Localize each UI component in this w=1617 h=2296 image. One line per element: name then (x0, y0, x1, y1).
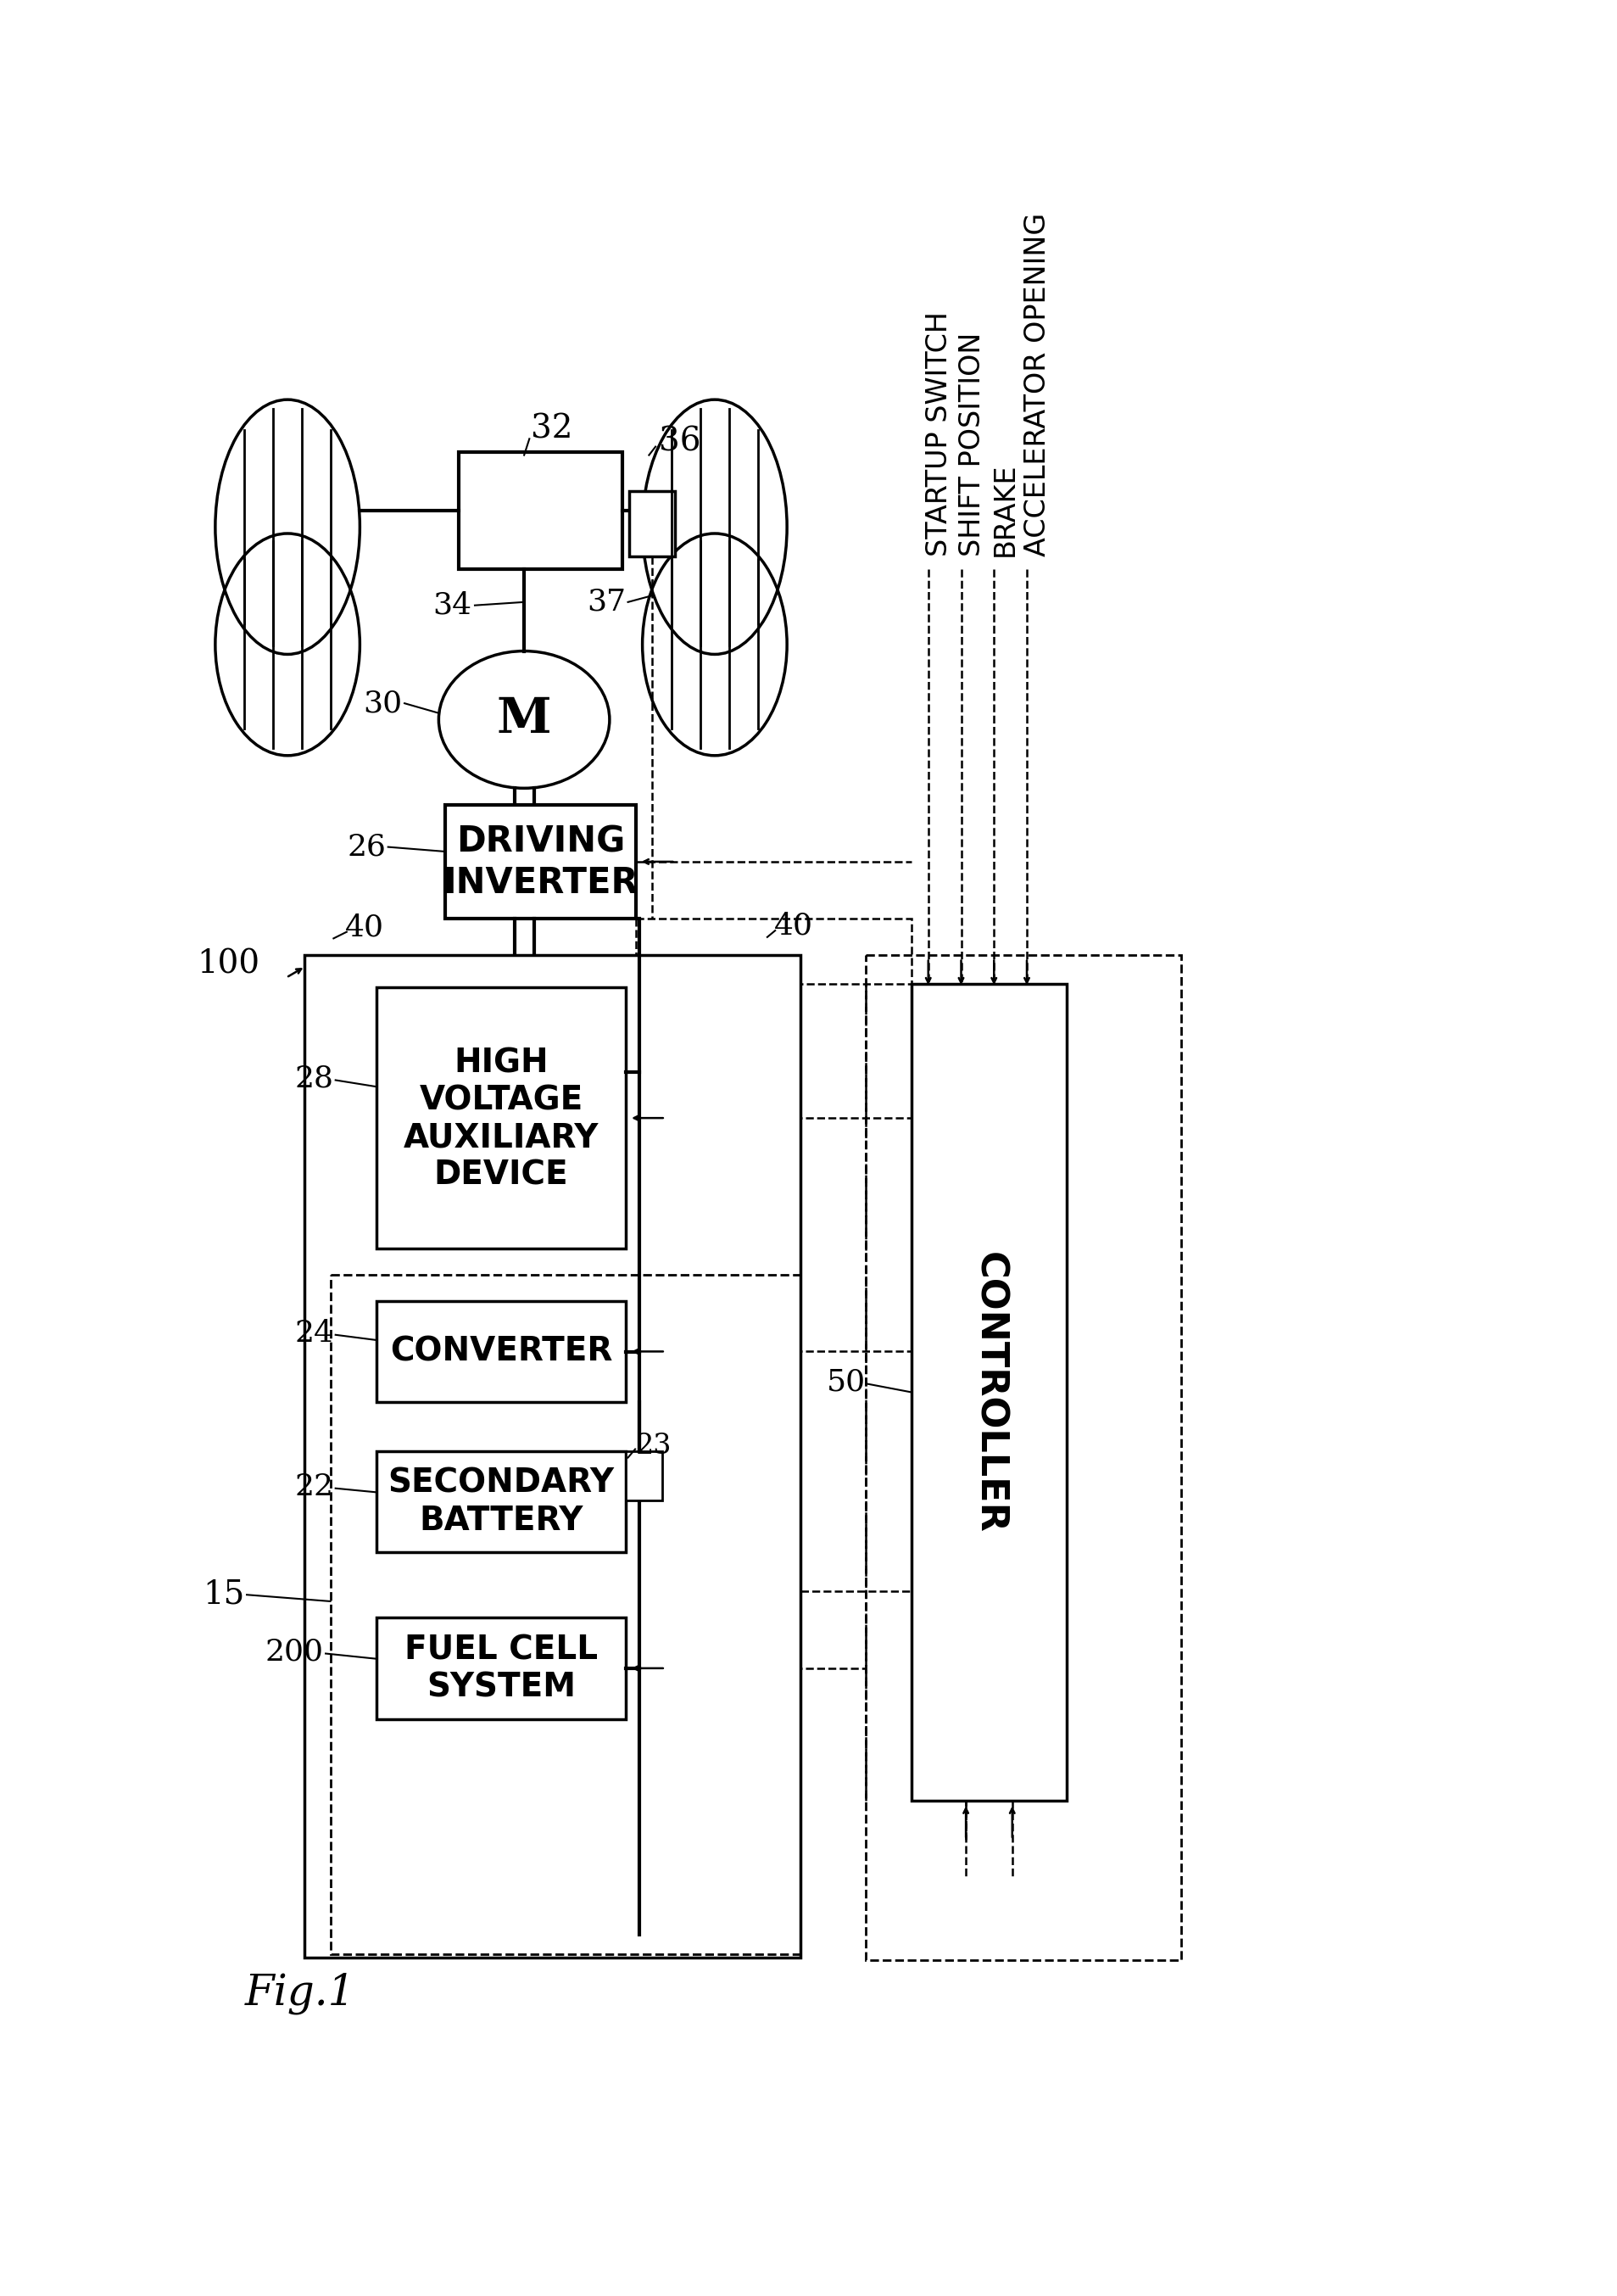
Bar (445, 804, 635, 918)
Bar (629, 491, 676, 556)
Text: 37: 37 (587, 588, 626, 618)
Bar (626, 1451, 661, 1499)
Text: Fig.1: Fig.1 (244, 1972, 356, 2014)
Bar (377, 1451, 626, 1552)
Text: FUEL CELL
SYSTEM: FUEL CELL SYSTEM (404, 1635, 598, 1704)
Bar (865, 955, 1182, 1961)
Text: 40: 40 (346, 914, 385, 941)
Text: 26: 26 (348, 833, 386, 861)
Text: SHIFT POSITION: SHIFT POSITION (957, 333, 986, 556)
Text: 32: 32 (530, 413, 572, 445)
Bar (377, 1302, 626, 1403)
Text: DRIVING
INVERTER: DRIVING INVERTER (443, 824, 639, 900)
Text: 36: 36 (658, 427, 700, 457)
Text: SECONDARY
BATTERY: SECONDARY BATTERY (388, 1467, 614, 1536)
Text: 200: 200 (265, 1637, 323, 1667)
Text: 50: 50 (826, 1368, 865, 1396)
Text: 23: 23 (635, 1433, 673, 1460)
Bar (912, 985, 1066, 1800)
Text: HIGH
VOLTAGE
AUXILIARY
DEVICE: HIGH VOLTAGE AUXILIARY DEVICE (404, 1047, 598, 1192)
Text: 30: 30 (364, 689, 403, 719)
Text: M: M (496, 696, 551, 744)
Text: 24: 24 (294, 1320, 333, 1348)
Bar (304, 955, 800, 1956)
Text: ACCELERATOR OPENING: ACCELERATOR OPENING (1024, 214, 1051, 556)
Text: 15: 15 (204, 1580, 244, 1609)
Text: CONTROLLER: CONTROLLER (972, 1251, 1007, 1534)
Text: 100: 100 (197, 948, 260, 980)
Bar (330, 1274, 800, 1954)
Text: BRAKE: BRAKE (991, 461, 1019, 556)
Text: CONVERTER: CONVERTER (390, 1336, 613, 1368)
Bar (458, 452, 623, 569)
Bar (377, 1619, 626, 1720)
Text: STARTUP SWITCH: STARTUP SWITCH (925, 312, 952, 556)
Bar (635, 918, 912, 985)
Text: 34: 34 (432, 590, 472, 620)
Text: 28: 28 (294, 1065, 333, 1093)
Text: 22: 22 (294, 1472, 333, 1502)
Bar (377, 987, 626, 1249)
Text: 40: 40 (775, 912, 813, 941)
